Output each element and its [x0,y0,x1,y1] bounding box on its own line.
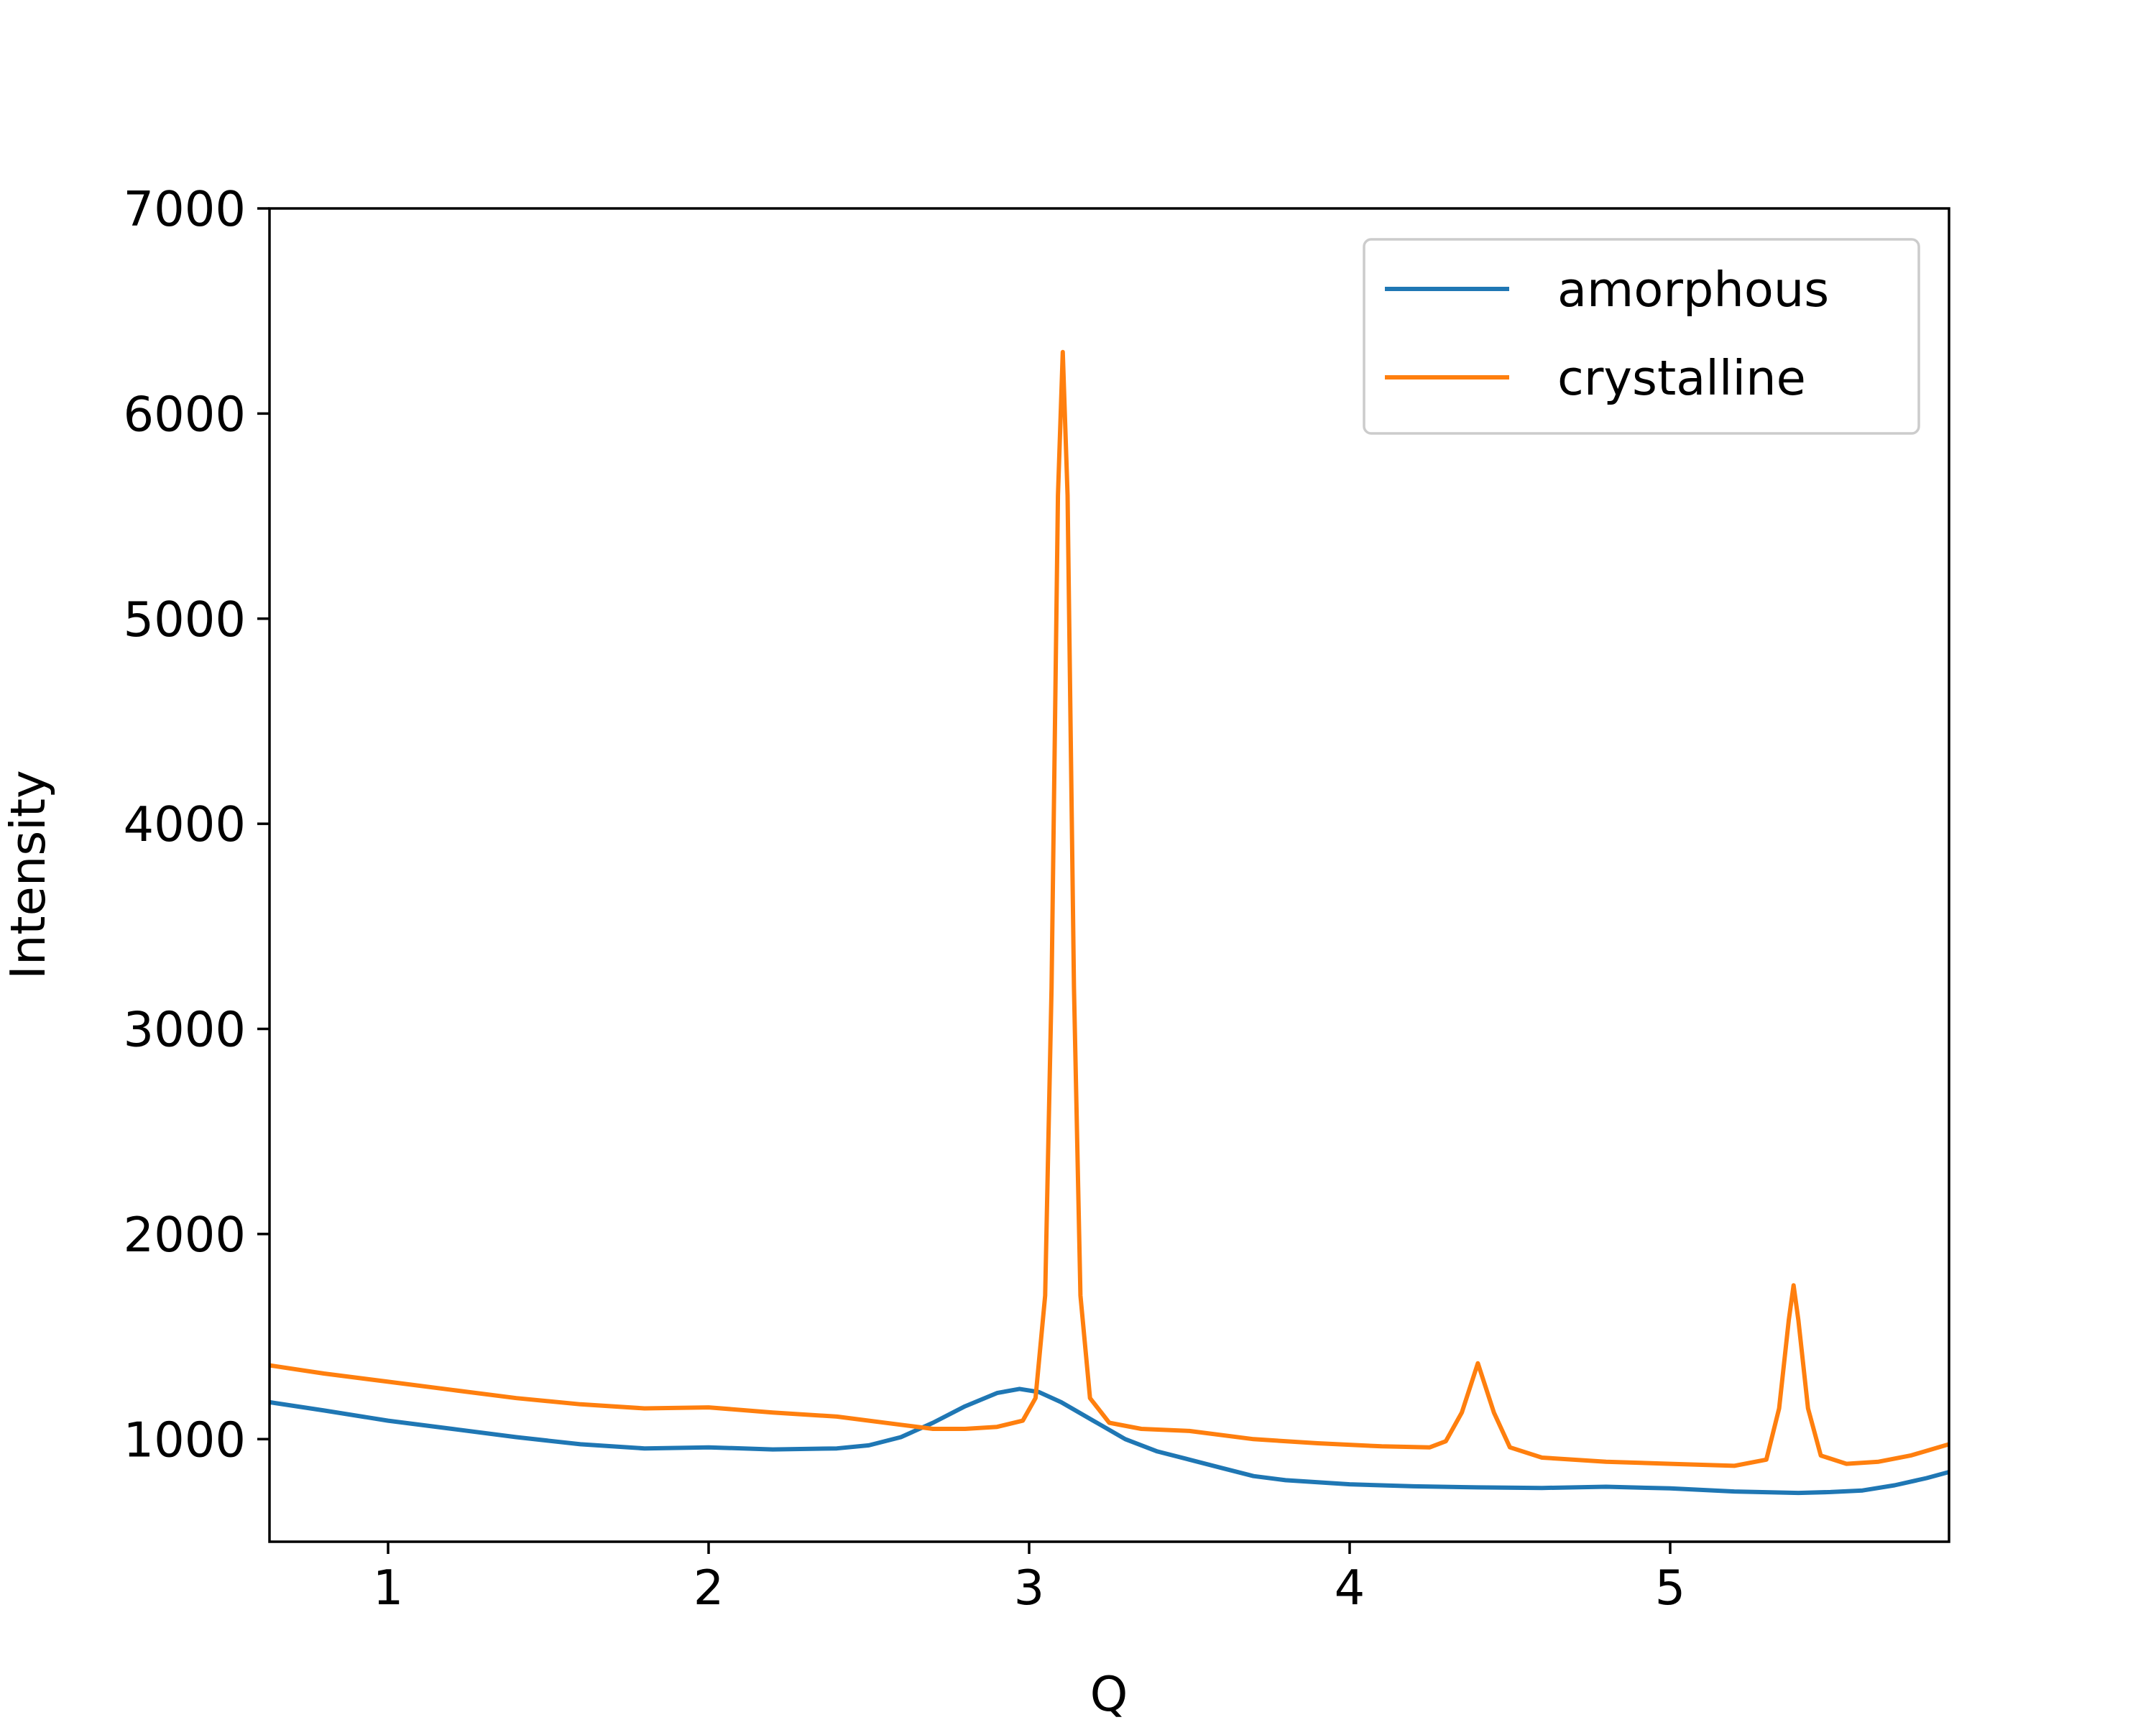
legend-label-amorphous: amorphous [1557,262,1829,318]
x-tick-label: 3 [1014,1560,1045,1616]
legend: amorphous crystalline [1363,238,1920,435]
x-tick-label: 1 [373,1560,404,1616]
series-line-amorphous [269,1386,1950,1496]
x-tick-label: 2 [694,1560,724,1616]
x-axis-label: Q [1090,1666,1128,1722]
y-tick-label: 3000 [123,1002,246,1058]
legend-label-crystalline: crystalline [1557,350,1806,406]
y-tick-label: 1000 [123,1412,246,1468]
x-axis-ticks: 1 2 3 4 5 [373,1542,1686,1616]
y-tick-label: 7000 [123,181,246,237]
y-tick-label: 4000 [123,796,246,852]
y-axis-label: Intensity [0,770,56,980]
y-tick-label: 5000 [123,592,246,648]
x-tick-label: 5 [1655,1560,1686,1616]
x-tick-label: 4 [1335,1560,1365,1616]
plot-frame [268,207,1950,1543]
series-lines [269,349,1950,1496]
y-tick-label: 2000 [123,1207,246,1263]
y-tick-label: 6000 [123,386,246,442]
y-axis-ticks: 1000 2000 3000 4000 5000 6000 7000 [123,181,270,1468]
series-line-crystalline [269,349,1950,1468]
